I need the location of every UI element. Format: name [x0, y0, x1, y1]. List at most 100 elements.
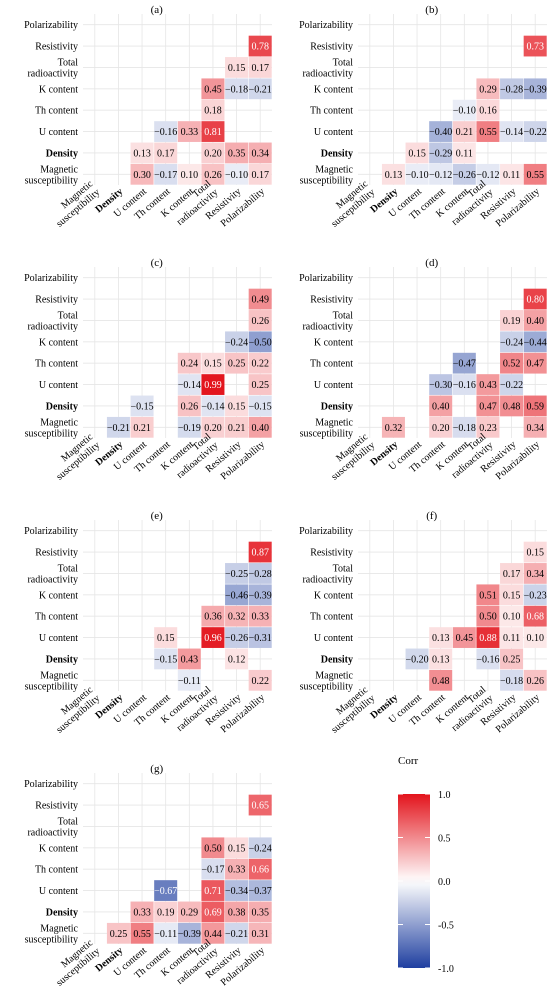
y-tick-label-total-radioactivity: Total radioactivity — [27, 310, 78, 332]
heatmap-cell-k-content-polarizability — [248, 331, 272, 353]
y-tick-label-line: Density — [321, 148, 353, 159]
heatmap-cell-density-resistivity — [225, 142, 249, 164]
cell-value-label: −0.18 — [500, 676, 523, 687]
panel-f: 0.150.17 0.340.51 0.15 −0.230.50 0.10 0.680.1… — [299, 510, 547, 736]
heatmap-cell-u-content-th-content — [154, 880, 178, 901]
cell-value-label: −0.28 — [249, 569, 272, 580]
cell-value-label: 0.17 — [251, 63, 269, 74]
cell-value-label: 0.66 — [251, 865, 269, 876]
heatmap-cell-density-k-content — [177, 395, 201, 417]
heatmap-cell-u-content-k-content — [177, 121, 201, 142]
cell-value-label: 0.30 — [133, 170, 151, 181]
cell-value-label: −0.34 — [225, 886, 248, 897]
cell-value-label: 0.20 — [204, 423, 222, 434]
cell-value-label: 0.17 — [251, 170, 269, 181]
heatmap-cell-k-content-resistivity — [225, 837, 249, 859]
cell-value-label: −0.19 — [178, 423, 201, 434]
cell-value-label: 0.73 — [526, 42, 544, 53]
y-tick-label-line: Th content — [35, 359, 78, 370]
panel-g: 0.650.50 0.15 −0.24−0.17 0.33 0.66−0.67 0.71−… — [24, 763, 272, 989]
cell-value-label: 0.25 — [251, 380, 269, 391]
y-tick-label-density: Density — [46, 401, 78, 412]
heatmap-cell-total-radioactivity-resistivity — [500, 310, 524, 331]
heatmap-cell-th-content-total-radioactivity — [476, 99, 500, 121]
cell-value-label: 0.48 — [432, 676, 450, 687]
cell-value-label: −0.25 — [225, 569, 248, 580]
heatmap-cell-resistivity-polarizability — [248, 541, 272, 563]
cell-value-label: 0.11 — [456, 148, 473, 159]
cell-value-label: 0.20 — [204, 148, 222, 159]
heatmap-cell-k-content-polarizability — [248, 837, 272, 859]
heatmap-cell-magnetic-susceptibility-th-content — [154, 163, 178, 185]
heatmap-cell-k-content-total-radioactivity — [476, 584, 500, 606]
heatmap-cell-k-content-polarizability — [248, 78, 272, 100]
cell-value-label: 0.15 — [526, 548, 544, 559]
y-tick-label-line: susceptibility — [300, 681, 353, 692]
cell-value-label: 0.15 — [204, 359, 222, 370]
y-tick-label-th-content: Th content — [35, 106, 78, 117]
cell-value-label: 0.26 — [181, 401, 199, 412]
cell-value-label: 0.10 — [526, 633, 544, 644]
heatmap-cell-k-content-total-radioactivity — [201, 837, 225, 859]
y-tick-label-line: K content — [39, 337, 78, 348]
y-tick-label-line: Polarizability — [299, 273, 353, 284]
cell-value-label: −0.24 — [225, 337, 248, 348]
heatmap-cell-density-k-content — [452, 142, 476, 164]
y-tick-label-line: Magnetic — [315, 164, 353, 175]
cell-value-label: 0.47 — [479, 401, 497, 412]
cell-value-label: 0.78 — [251, 42, 269, 53]
cell-value-label: 0.23 — [479, 423, 497, 434]
cell-value-label: −0.46 — [225, 590, 248, 601]
y-tick-label-th-content: Th content — [310, 612, 353, 623]
y-tick-label-line: K content — [314, 337, 353, 348]
cell-value-label: 0.44 — [204, 929, 222, 940]
heatmap-cell-magnetic-susceptibility-th-content — [154, 922, 178, 944]
heatmap-cell-magnetic-susceptibility-k-content — [177, 163, 201, 185]
cell-value-label: −0.39 — [249, 590, 272, 601]
heatmap-cell-density-total-radioactivity — [476, 648, 500, 670]
y-tick-label-line: radioactivity — [302, 68, 353, 79]
cell-value-label: −0.30 — [429, 380, 452, 391]
y-tick-label-density: Density — [321, 654, 353, 665]
y-tick-label-line: K content — [314, 84, 353, 95]
cell-value-label: −0.24 — [249, 843, 272, 854]
heatmap-cell-density-th-content — [429, 142, 453, 164]
y-tick-label-line: susceptibility — [25, 175, 78, 186]
cell-value-label: 0.20 — [432, 423, 450, 434]
heatmap-cell-u-content-k-content — [452, 121, 476, 142]
heatmap-cell-u-content-polarizability — [248, 627, 272, 648]
heatmap-cell-magnetic-susceptibility-u-content — [130, 416, 154, 438]
heatmap-cell-u-content-polarizability — [523, 627, 547, 648]
heatmap-cell-resistivity-polarizability — [523, 35, 547, 57]
heatmap-cell-magnetic-susceptibility-density — [381, 416, 405, 438]
y-tick-label-line: Magnetic — [40, 670, 78, 681]
cell-value-label: 0.26 — [204, 170, 222, 181]
heatmap-cell-th-content-polarizability — [523, 352, 547, 374]
cell-value-label: −0.22 — [524, 127, 547, 138]
y-tick-label-line: Density — [46, 401, 78, 412]
cell-value-label: 0.15 — [503, 590, 521, 601]
y-tick-label-line: susceptibility — [25, 681, 78, 692]
cell-value-label: 0.25 — [228, 359, 246, 370]
y-tick-label-density: Density — [321, 148, 353, 159]
cell-value-label: 0.15 — [228, 843, 246, 854]
heatmap-cell-density-polarizability — [248, 901, 272, 923]
heatmap-cell-u-content-th-content — [429, 627, 453, 648]
y-tick-label-th-content: Th content — [310, 359, 353, 370]
cell-value-label: 0.43 — [181, 654, 199, 665]
cell-value-label: 0.45 — [204, 84, 222, 95]
heatmap-cell-th-content-resistivity — [225, 605, 249, 627]
panel-label: (g) — [150, 763, 163, 775]
y-tick-label-line: Polarizability — [24, 20, 78, 31]
y-tick-label-k-content: K content — [39, 84, 78, 95]
y-tick-label-line: Density — [321, 654, 353, 665]
y-tick-label-line: Resistivity — [35, 548, 78, 559]
y-tick-label-line: Th content — [35, 106, 78, 117]
cell-value-label: −0.11 — [178, 676, 201, 687]
heatmap-cell-magnetic-susceptibility-polarizability — [248, 416, 272, 438]
y-tick-label-th-content: Th content — [35, 612, 78, 623]
panel-label: (a) — [151, 4, 164, 16]
y-tick-label-magnetic-susceptibility: Magnetic susceptibility — [25, 164, 79, 186]
y-tick-label-th-content: Th content — [35, 865, 78, 876]
heatmap-cell-th-content-total-radioactivity — [201, 605, 225, 627]
